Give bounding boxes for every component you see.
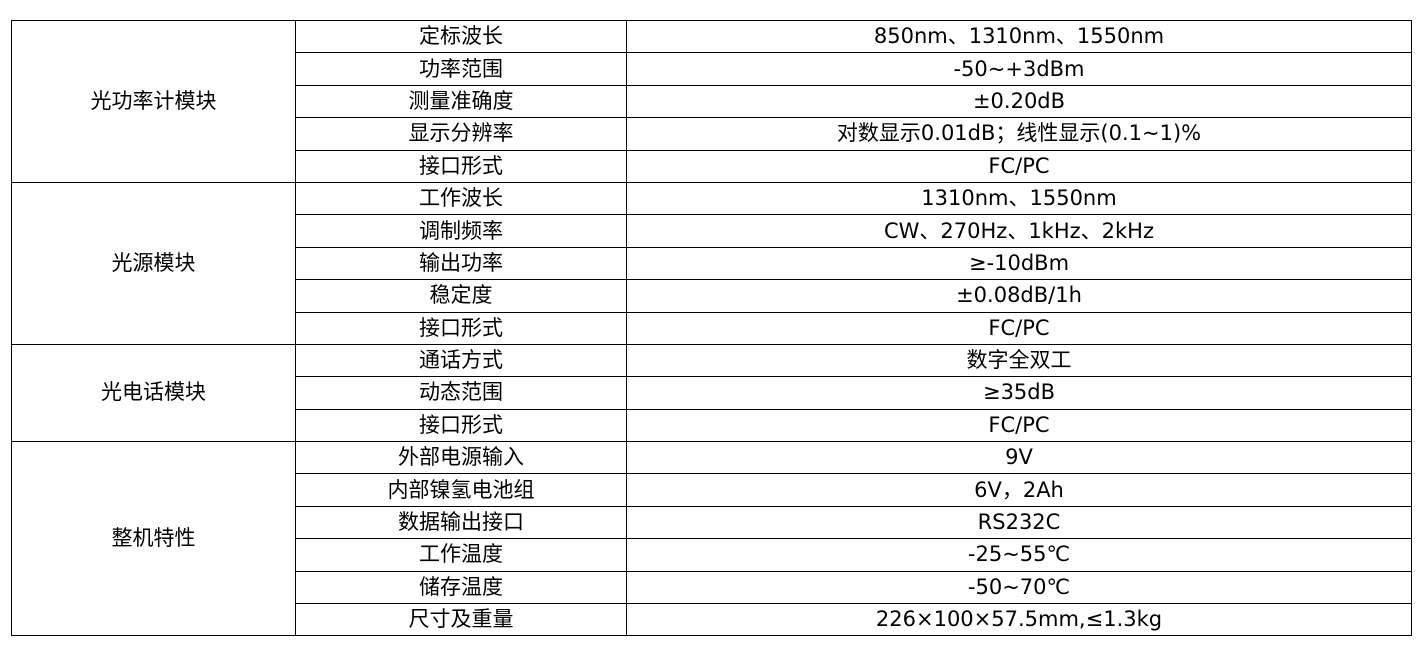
table-row: 接口形式 FC/PC xyxy=(12,408,1412,443)
module-name-cell: 光功率计模块 xyxy=(11,20,296,183)
value-cell: -50~+3dBm xyxy=(626,52,1412,86)
parameter-cell: 工作温度 xyxy=(295,538,627,572)
table-row: 尺寸及重量 226×100×57.5mm,≤1.3kg xyxy=(12,603,1412,637)
table-row: 调制频率 CW、270Hz、1kHz、2kHz xyxy=(12,214,1412,248)
value-cell: ±0.20dB xyxy=(626,84,1412,119)
value-cell: 9V xyxy=(626,441,1412,475)
parameter-cell: 尺寸及重量 xyxy=(295,603,627,637)
value-cell: ±0.08dB/1h xyxy=(626,279,1412,313)
parameter-cell: 工作波长 xyxy=(295,181,627,216)
module-name-cell: 整机特性 xyxy=(11,441,296,637)
table-row: 内部镍氢电池组 6V，2Ah xyxy=(12,473,1412,507)
table-row: 储存温度 -50~70℃ xyxy=(12,570,1412,605)
table-row: 整机特性 外部电源输入 9V xyxy=(11,441,1412,637)
module-name-cell: 光电话模块 xyxy=(11,343,296,443)
value-cell: ≥35dB xyxy=(626,376,1412,410)
table-row: 显示分辨率 对数显示0.01dB；线性显示(0.1~1)% xyxy=(12,117,1412,151)
parameter-cell: 通话方式 xyxy=(295,343,627,378)
value-cell: -50~70℃ xyxy=(626,570,1412,605)
parameter-cell: 稳定度 xyxy=(295,279,627,313)
parameter-cell: 储存温度 xyxy=(295,570,627,605)
parameter-cell: 接口形式 xyxy=(295,408,627,443)
parameter-cell: 接口形式 xyxy=(295,311,627,345)
table-row: 光源模块 工作波长 1310nm、1550nm xyxy=(11,181,1412,345)
table-row: 输出功率 ≥-10dBm xyxy=(12,246,1412,281)
value-cell: ≥-10dBm xyxy=(626,246,1412,281)
parameter-cell: 内部镍氢电池组 xyxy=(295,473,627,507)
parameter-cell: 数据输出接口 xyxy=(295,505,627,540)
parameter-cell: 输出功率 xyxy=(295,246,627,281)
value-cell: CW、270Hz、1kHz、2kHz xyxy=(626,214,1412,248)
parameter-cell: 显示分辨率 xyxy=(295,117,627,151)
value-cell: FC/PC xyxy=(626,311,1412,345)
value-cell: -25~55℃ xyxy=(626,538,1412,572)
table-row: 工作温度 -25~55℃ xyxy=(12,538,1412,572)
value-cell: 226×100×57.5mm,≤1.3kg xyxy=(626,603,1412,637)
value-cell: 850nm、1310nm、1550nm xyxy=(626,19,1412,54)
table-row: 功率范围 -50~+3dBm xyxy=(12,52,1412,86)
spec-table-body: 光功率计模块 定标波长 850nm、1310nm、1550nm 功率范围 -50~+3d… xyxy=(11,19,1412,637)
parameter-cell: 动态范围 xyxy=(295,376,627,410)
table-row: 数据输出接口 RS232C xyxy=(12,505,1412,540)
table-row: 光电话模块 通话方式 数字全双工 xyxy=(11,343,1412,443)
table-row: 光功率计模块 定标波长 850nm、1310nm、1550nm xyxy=(11,19,1412,183)
parameter-cell: 接口形式 xyxy=(295,149,627,183)
spec-table: 光功率计模块 定标波长 850nm、1310nm、1550nm 功率范围 -50~+3d… xyxy=(11,19,1412,637)
module-name-cell: 光源模块 xyxy=(11,181,296,345)
value-cell: FC/PC xyxy=(626,408,1412,443)
value-cell: FC/PC xyxy=(626,149,1412,183)
value-cell: 数字全双工 xyxy=(626,343,1412,378)
table-row: 稳定度 ±0.08dB/1h xyxy=(12,279,1412,313)
parameter-cell: 测量准确度 xyxy=(295,84,627,119)
parameter-cell: 功率范围 xyxy=(295,52,627,86)
value-cell: RS232C xyxy=(626,505,1412,540)
table-row: 动态范围 ≥35dB xyxy=(12,376,1412,410)
value-cell: 1310nm、1550nm xyxy=(626,181,1412,216)
value-cell: 对数显示0.01dB；线性显示(0.1~1)% xyxy=(626,117,1412,151)
parameter-cell: 定标波长 xyxy=(295,19,627,54)
parameter-cell: 外部电源输入 xyxy=(295,441,627,475)
value-cell: 6V，2Ah xyxy=(626,473,1412,507)
parameter-cell: 调制频率 xyxy=(295,214,627,248)
